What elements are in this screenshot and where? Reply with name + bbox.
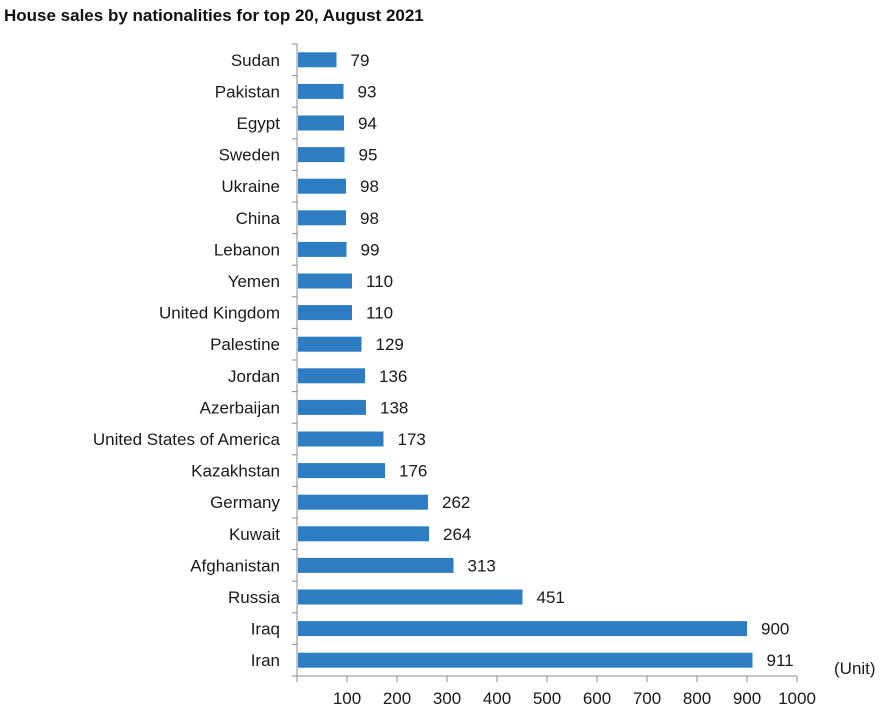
x-tick-label: 100 <box>333 689 361 708</box>
bar <box>298 83 344 99</box>
data-label: 900 <box>761 620 789 639</box>
data-label: 98 <box>360 209 379 228</box>
bar <box>298 241 347 257</box>
axes <box>292 43 798 682</box>
bar <box>298 273 352 289</box>
bar <box>298 147 345 163</box>
unit-label: (Unit) <box>834 659 876 678</box>
bar <box>298 210 346 226</box>
data-label: 264 <box>443 525 471 544</box>
category-label: Azerbaijan <box>200 398 280 417</box>
x-tick-label: 400 <box>483 689 511 708</box>
x-tick-label: 300 <box>433 689 461 708</box>
x-tick-label: 800 <box>683 689 711 708</box>
data-label: 95 <box>359 146 378 165</box>
data-label: 911 <box>767 651 794 670</box>
bar <box>298 399 366 415</box>
bar <box>298 52 337 68</box>
bar <box>298 526 429 542</box>
category-label: United Kingdom <box>159 304 280 323</box>
category-label: Ukraine <box>221 177 280 196</box>
data-label: 136 <box>379 367 407 386</box>
bar <box>298 463 385 479</box>
bar <box>298 494 428 510</box>
x-tick-label: 700 <box>633 689 661 708</box>
bar <box>298 589 523 605</box>
category-label: Jordan <box>228 367 280 386</box>
category-label: Afghanistan <box>190 556 280 575</box>
bar <box>298 368 365 384</box>
x-tick-label: 500 <box>533 689 561 708</box>
data-label: 138 <box>380 398 408 417</box>
category-label: Iran <box>251 651 280 670</box>
x-tick-label: 600 <box>583 689 611 708</box>
data-label: 313 <box>468 556 496 575</box>
category-label: Russia <box>228 588 281 607</box>
bar <box>298 557 454 573</box>
bar <box>298 336 362 352</box>
category-label: Kuwait <box>229 525 280 544</box>
chart-title: House sales by nationalities for top 20,… <box>4 6 424 25</box>
data-label: 129 <box>376 335 404 354</box>
data-label: 98 <box>360 177 379 196</box>
bar <box>298 431 384 447</box>
category-label: China <box>236 209 281 228</box>
data-label: 99 <box>361 240 380 259</box>
data-label: 176 <box>399 462 427 481</box>
bars <box>298 52 753 668</box>
data-label: 93 <box>358 82 377 101</box>
labels: 100 200 300 400 500 600 700 800 900 1000 Sudan 79 Pa… <box>93 51 876 708</box>
category-label: Yemen <box>228 272 280 291</box>
category-label: Sudan <box>231 51 280 70</box>
bar <box>298 621 747 637</box>
category-label: Lebanon <box>214 240 280 259</box>
data-label: 79 <box>351 51 370 70</box>
data-label: 110 <box>366 304 393 323</box>
category-label: Iraq <box>251 620 280 639</box>
category-label: Pakistan <box>215 82 280 101</box>
data-label: 262 <box>442 493 470 512</box>
category-label: Germany <box>210 493 280 512</box>
x-tick-label: 1000 <box>778 689 816 708</box>
bar <box>298 305 352 321</box>
category-label: United States of America <box>93 430 281 449</box>
data-label: 451 <box>537 588 565 607</box>
data-label: 94 <box>358 114 377 133</box>
bar <box>298 178 346 194</box>
bar <box>298 652 753 668</box>
data-label: 173 <box>398 430 426 449</box>
x-tick-label: 900 <box>733 689 761 708</box>
category-label: Sweden <box>219 146 280 165</box>
category-label: Kazakhstan <box>191 462 280 481</box>
x-tick-label: 200 <box>383 689 411 708</box>
category-label: Egypt <box>237 114 281 133</box>
data-label: 110 <box>366 272 393 291</box>
bar <box>298 115 344 131</box>
category-label: Palestine <box>210 335 280 354</box>
